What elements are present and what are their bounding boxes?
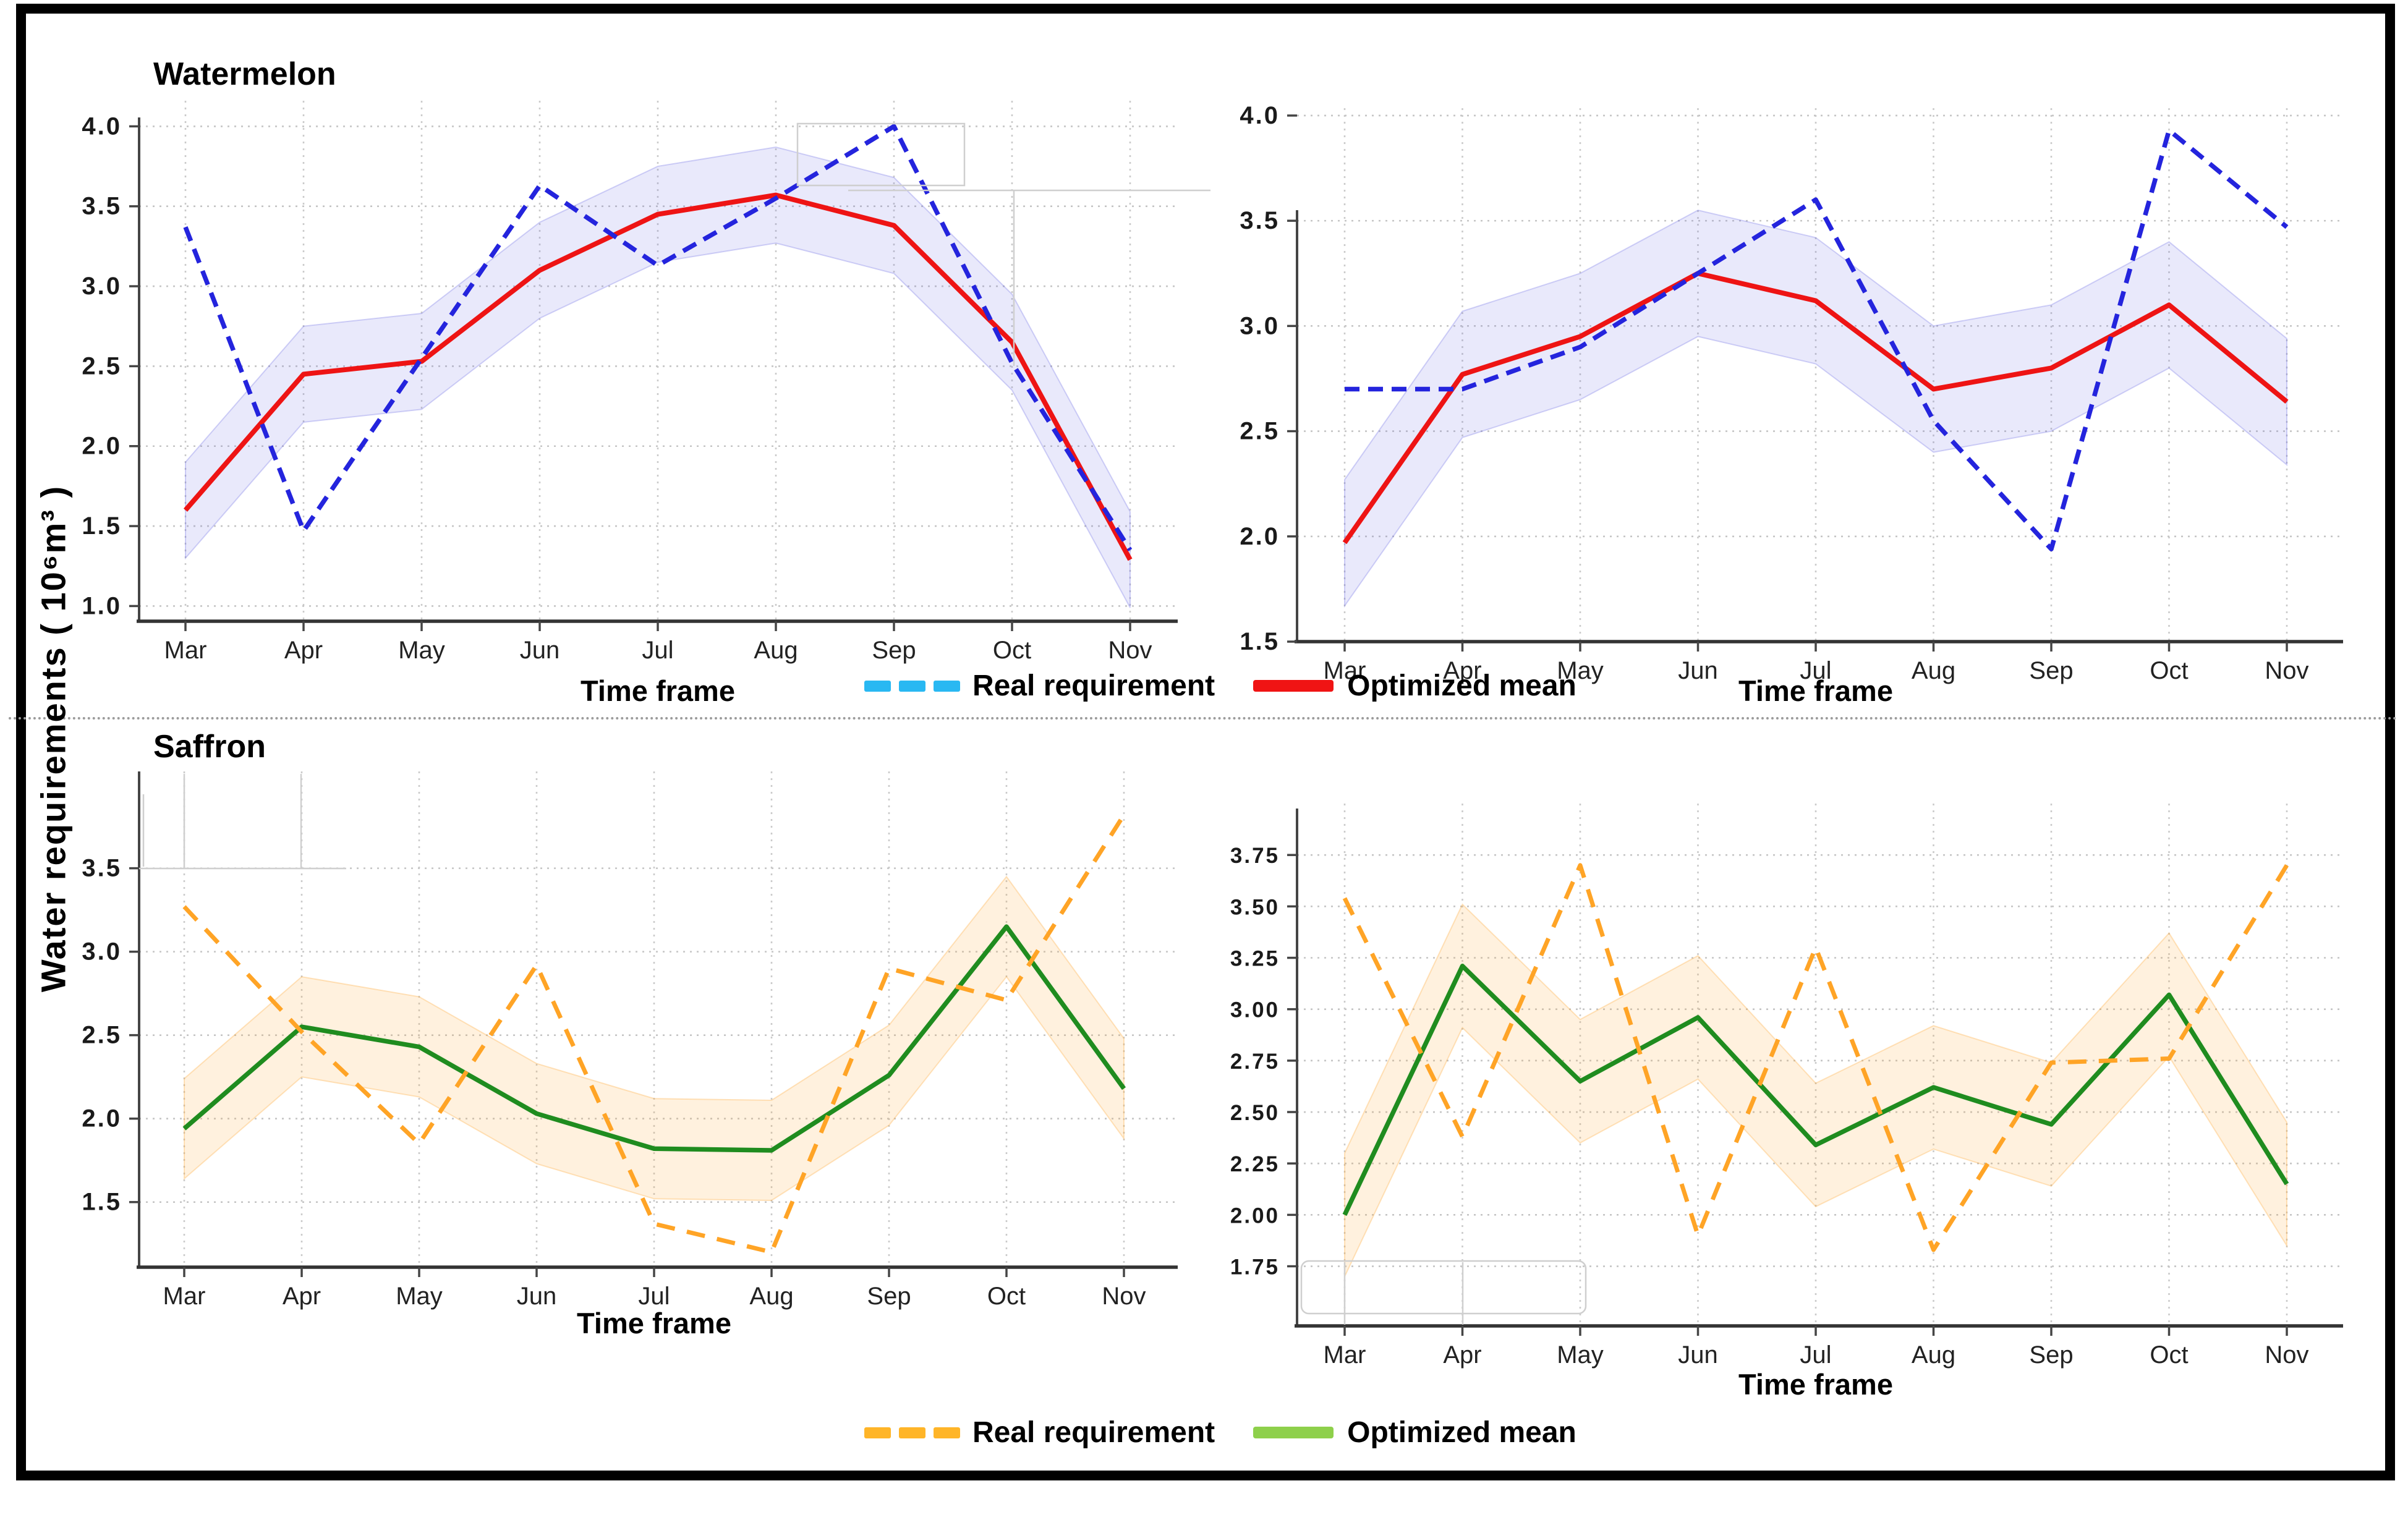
x-tick-label: Sep	[2029, 1341, 2073, 1369]
y-tick-label: 3.5	[82, 193, 122, 220]
x-tick-label: Oct	[2150, 1341, 2188, 1369]
real-requirement-dashed-swatch	[864, 1427, 960, 1438]
y-tick-label: 3.0	[82, 938, 122, 966]
confidence-band	[1344, 210, 2287, 608]
x-tick-label: Apr	[284, 637, 323, 664]
y-tick-label: 1.5	[1240, 628, 1280, 655]
figure-border	[16, 4, 2395, 1480]
y-axis-label: Water requirements ( 10⁶m³ )	[33, 485, 73, 993]
y-tick-label: 3.5	[1240, 207, 1280, 234]
optimized-mean-solid-swatch	[1253, 680, 1334, 692]
x-tick-label: Aug	[749, 1283, 793, 1310]
optimized-mean-line	[183, 192, 1133, 561]
optimized-mean-line	[182, 924, 1126, 1153]
artifact-box	[1300, 1260, 1587, 1315]
x-tick-label: Jun	[1678, 657, 1718, 684]
legend-label-optimized-mean: Optimized mean	[1347, 1416, 1576, 1449]
legend-watermelon: Real requirement Optimized mean	[864, 669, 1576, 703]
y-tick-label: 2.5	[82, 1022, 122, 1049]
confidence-band	[185, 146, 1131, 608]
x-tick-label: Sep	[2029, 657, 2073, 684]
x-tick-label: Sep	[872, 637, 916, 664]
x-axis-label-watermelon-right: Time frame	[1738, 674, 1893, 707]
y-tick-label: 1.5	[82, 1189, 122, 1216]
y-tick-label: 2.75	[1230, 1050, 1280, 1074]
confidence-band	[1344, 903, 2287, 1277]
x-tick-label: Aug	[1912, 1341, 1955, 1369]
legend-label-real-requirement: Real requirement	[972, 669, 1215, 702]
x-tick-label: Sep	[867, 1283, 911, 1310]
y-tick-label: 3.5	[82, 855, 122, 882]
x-tick-label: Nov	[2265, 1341, 2308, 1369]
real-requirement-line	[1342, 863, 2289, 1252]
x-tick-label: Aug	[754, 637, 798, 664]
x-tick-label: Mar	[1324, 1341, 1366, 1369]
y-tick-label: 3.50	[1230, 895, 1280, 919]
confidence-band	[184, 875, 1125, 1201]
y-tick-label: 3.75	[1230, 844, 1280, 868]
y-tick-label: 1.75	[1230, 1255, 1280, 1280]
x-tick-label: Jul	[1800, 1341, 1831, 1369]
y-tick-label: 2.00	[1230, 1204, 1280, 1228]
artifact-box	[796, 122, 966, 187]
x-tick-label: Nov	[1108, 637, 1152, 664]
y-tick-label: 2.0	[82, 1105, 122, 1132]
real-requirement-dashed-swatch	[864, 680, 960, 692]
y-tick-label: 3.00	[1230, 998, 1280, 1022]
y-tick-label: 2.0	[82, 433, 122, 460]
y-tick-label: 3.0	[1240, 312, 1280, 339]
y-tick-label: 4.0	[82, 113, 122, 140]
y-tick-label: 2.5	[82, 352, 122, 380]
x-axis-label-saffron-left: Time frame	[577, 1307, 731, 1340]
x-tick-label: Jun	[517, 1283, 557, 1310]
x-axis-label-watermelon-left: Time frame	[581, 674, 735, 707]
y-tick-label: 1.5	[82, 512, 122, 540]
x-tick-label: Oct	[993, 637, 1031, 664]
y-tick-label: 3.0	[82, 273, 122, 300]
x-tick-label: Jul	[1800, 657, 1831, 684]
x-tick-label: Nov	[1102, 1283, 1146, 1310]
y-tick-label: 2.50	[1230, 1101, 1280, 1125]
real-requirement-line	[1345, 127, 2289, 551]
x-tick-label: Jun	[1678, 1341, 1718, 1369]
x-tick-label: Oct	[2150, 657, 2188, 684]
y-tick-label: 1.0	[82, 592, 122, 619]
x-tick-label: Apr	[283, 1283, 321, 1310]
y-tick-label: 2.5	[1240, 418, 1280, 445]
x-tick-label: Oct	[987, 1283, 1026, 1310]
chart-title-watermelon: Watermelon	[153, 56, 336, 92]
x-tick-label: May	[1557, 1341, 1604, 1369]
chart-title-saffron: Saffron	[153, 729, 266, 765]
legend-saffron: Real requirement Optimized mean	[864, 1416, 1576, 1450]
row-divider-line	[9, 717, 2399, 720]
x-tick-label: Mar	[1324, 657, 1366, 684]
optimized-mean-solid-swatch	[1253, 1427, 1334, 1438]
real-requirement-line	[182, 813, 1126, 1255]
x-axis-label-saffron-right: Time frame	[1738, 1368, 1893, 1401]
x-tick-label: Apr	[1443, 657, 1481, 684]
x-tick-label: Aug	[1912, 657, 1955, 684]
legend-label-real-requirement: Real requirement	[972, 1416, 1215, 1449]
y-tick-label: 2.0	[1240, 523, 1280, 550]
x-tick-label: Jul	[638, 1283, 670, 1310]
legend-label-optimized-mean: Optimized mean	[1347, 669, 1576, 702]
y-tick-label: 3.25	[1230, 947, 1280, 971]
optimized-mean-line	[1342, 964, 2289, 1216]
x-tick-label: Apr	[1443, 1341, 1481, 1369]
x-tick-label: May	[1557, 657, 1604, 684]
optimized-mean-line	[1342, 271, 2289, 545]
y-tick-label: 2.25	[1230, 1152, 1280, 1176]
x-tick-label: Mar	[164, 637, 207, 664]
y-tick-label: 4.0	[1240, 102, 1280, 129]
x-tick-label: May	[398, 637, 445, 664]
x-tick-label: Mar	[163, 1283, 206, 1310]
x-tick-label: Jul	[642, 637, 673, 664]
x-tick-label: Nov	[2265, 657, 2308, 684]
x-tick-label: May	[396, 1283, 443, 1310]
x-tick-label: Jun	[520, 637, 560, 664]
